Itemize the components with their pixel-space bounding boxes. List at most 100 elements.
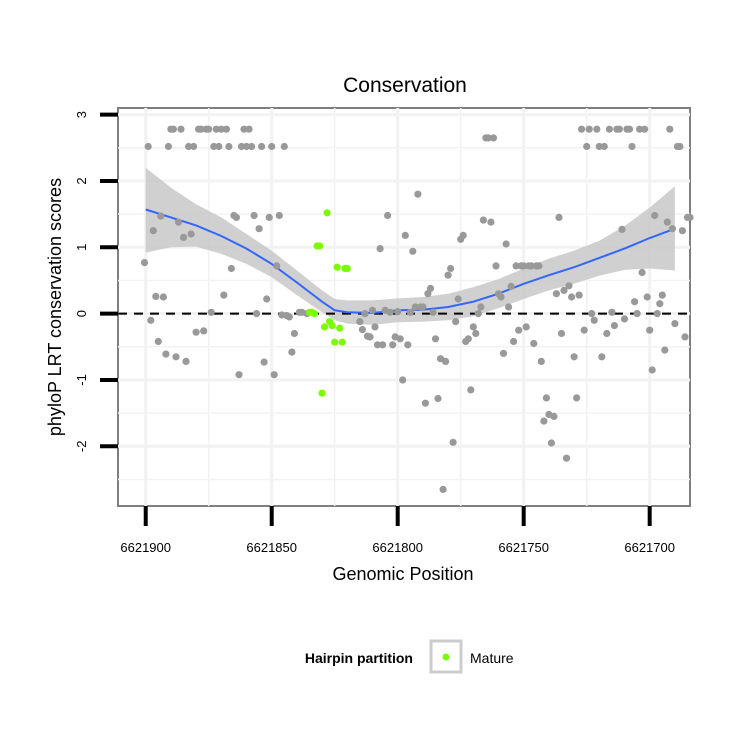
- data-point-other: [442, 357, 450, 365]
- data-point-other: [384, 211, 392, 220]
- data-point-other: [210, 142, 218, 151]
- data-point-other: [200, 327, 208, 335]
- data-point-other: [429, 308, 437, 316]
- data-point-other: [628, 142, 636, 151]
- data-point-mature: [318, 389, 326, 397]
- data-point-other: [280, 142, 288, 151]
- data-point-other: [444, 271, 452, 279]
- data-point-mature: [323, 209, 331, 217]
- data-point-other: [661, 346, 669, 354]
- data-point-other: [575, 291, 583, 299]
- data-point-other: [187, 230, 195, 238]
- data-point-other: [192, 328, 200, 336]
- data-point-other: [368, 306, 377, 314]
- data-point-other: [550, 412, 558, 420]
- data-point-other: [217, 125, 225, 133]
- data-point-other: [505, 303, 513, 311]
- data-point-other: [205, 125, 213, 133]
- y-tick-label: 0: [74, 310, 89, 317]
- data-point-other: [447, 264, 455, 273]
- data-point-other: [537, 357, 545, 365]
- y-tick-label: 1: [74, 244, 89, 251]
- data-point-other: [603, 329, 611, 338]
- data-point-other: [593, 125, 601, 133]
- data-point-other: [636, 125, 644, 133]
- data-point-other: [600, 142, 608, 151]
- data-point-other: [535, 262, 543, 270]
- data-point-other: [552, 290, 561, 298]
- data-point-mature: [336, 324, 344, 332]
- legend-label-mature: Mature: [470, 650, 514, 666]
- data-point-other: [185, 142, 193, 151]
- data-point-other: [487, 218, 495, 226]
- data-point-other: [656, 300, 664, 308]
- data-point-other: [225, 142, 233, 151]
- data-point-other: [547, 439, 556, 447]
- data-point-other: [401, 231, 409, 239]
- data-point-other: [245, 125, 253, 133]
- data-point-other: [177, 125, 185, 133]
- x-axis: 6621900 6621850 6621800 6621750 6621700: [120, 506, 675, 555]
- data-point-other: [220, 291, 228, 299]
- data-point-other: [190, 142, 198, 151]
- y-tick-label: -2: [74, 441, 89, 453]
- data-point-other: [265, 213, 273, 221]
- x-tick-label: 6621900: [120, 540, 171, 555]
- data-point-other: [681, 333, 689, 341]
- data-point-other: [404, 341, 412, 349]
- data-point-mature: [316, 242, 324, 250]
- data-point-other: [273, 262, 281, 270]
- y-tick-label: 3: [74, 111, 89, 118]
- data-point-other: [258, 142, 266, 151]
- data-point-other: [663, 218, 671, 226]
- data-point-other: [625, 125, 634, 133]
- data-point-other: [472, 329, 480, 338]
- data-point-other: [144, 142, 152, 151]
- data-point-other: [540, 417, 548, 425]
- data-point-other: [530, 339, 538, 348]
- x-tick-label: 6621750: [498, 540, 549, 555]
- data-point-other: [358, 326, 366, 334]
- data-point-other: [379, 341, 387, 349]
- data-point-other: [568, 293, 576, 301]
- data-point-other: [285, 313, 293, 321]
- y-axis-label: phyloP LRT conservation scores: [45, 178, 65, 436]
- data-point-other: [260, 358, 268, 366]
- data-point-other: [570, 353, 578, 361]
- data-point-other: [434, 394, 442, 403]
- data-point-other: [159, 293, 167, 301]
- data-point-other: [678, 227, 687, 235]
- data-point-other: [497, 293, 505, 301]
- data-point-other: [414, 190, 422, 198]
- data-point-other: [595, 142, 603, 151]
- data-point-other: [275, 211, 283, 220]
- data-point-other: [638, 268, 646, 277]
- data-point-other: [232, 213, 240, 221]
- data-point-other: [164, 142, 172, 151]
- data-point-other: [207, 308, 215, 316]
- data-point-other: [290, 329, 298, 338]
- data-point-other: [608, 308, 616, 316]
- x-axis-label: Genomic Position: [332, 564, 473, 584]
- data-point-other: [237, 142, 246, 151]
- data-point-other: [618, 225, 626, 233]
- data-point-other: [560, 286, 568, 294]
- data-point-other: [253, 310, 261, 318]
- data-point-other: [179, 233, 188, 241]
- data-point-other: [573, 394, 581, 402]
- data-point-other: [406, 308, 414, 316]
- data-point-other: [668, 225, 677, 233]
- data-point-other: [502, 240, 510, 248]
- data-point-other: [489, 134, 498, 142]
- legend-title: Hairpin partition: [305, 650, 413, 666]
- data-point-other: [633, 310, 641, 318]
- data-point-other: [512, 262, 520, 270]
- data-point-mature: [338, 338, 346, 346]
- data-point-other: [431, 335, 440, 343]
- x-tick-label: 6621700: [624, 540, 675, 555]
- data-point-other: [588, 310, 596, 318]
- y-tick-label: -1: [74, 374, 89, 386]
- data-point-other: [169, 125, 177, 133]
- data-point-other: [263, 295, 271, 303]
- data-point-other: [140, 259, 149, 267]
